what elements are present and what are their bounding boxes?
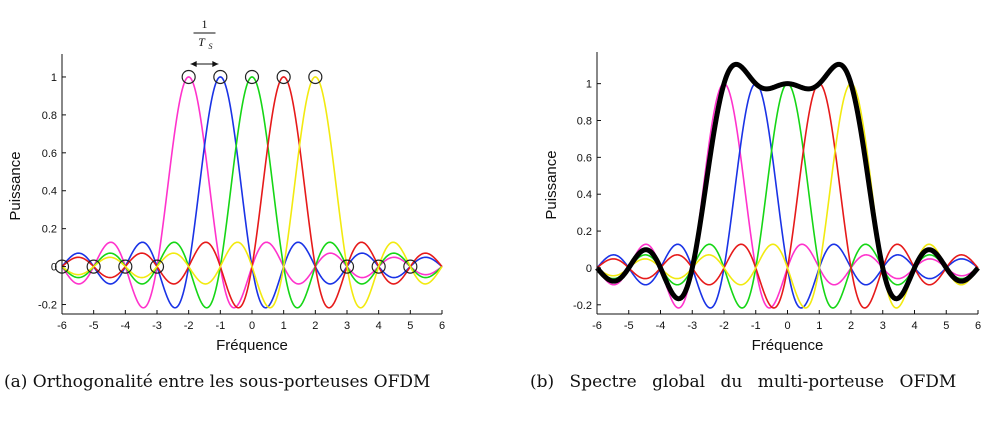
peak-marker xyxy=(276,69,291,85)
chart-a-svg: -6 -5 -4 -3 -2 -1 0 1 2 3 4 5 6 -0.2 0 0.2 0.4 0.6 0.8 1 Fré… xyxy=(7,17,445,354)
fraction-subscript: S xyxy=(209,42,213,51)
x-tick-label: 5 xyxy=(407,320,413,332)
series-line-4 xyxy=(61,76,443,309)
x-tick-label: 4 xyxy=(376,320,382,332)
x-tick-label: 6 xyxy=(975,320,981,332)
series-line-5 xyxy=(595,61,980,302)
zero-marker xyxy=(118,259,133,274)
spacing-arrow-right-head xyxy=(212,60,219,67)
y-axis-label: Puissance xyxy=(7,151,24,220)
y-tick-label: 0.4 xyxy=(42,186,57,198)
x-tick-label: 0 xyxy=(784,320,790,332)
spacing-arrow-left-head xyxy=(190,60,197,67)
y-tick-label: 0.2 xyxy=(577,226,592,238)
zero-marker xyxy=(403,259,418,274)
x-tick-label: -1 xyxy=(751,320,761,332)
x-tick-label: 1 xyxy=(281,320,287,332)
y-tick-label: 0.8 xyxy=(42,110,57,122)
x-tick-label: -4 xyxy=(120,320,130,332)
fraction-numerator: 1 xyxy=(202,17,208,31)
x-tick-label: -1 xyxy=(215,320,225,332)
x-axis-label: Fréquence xyxy=(752,337,824,354)
fraction-denominator: T xyxy=(198,35,206,49)
x-tick-label: 5 xyxy=(943,320,949,332)
x-tick-label: -3 xyxy=(687,320,697,332)
y-tick-label: 1 xyxy=(586,79,592,91)
y-tick-label: 0.4 xyxy=(577,189,592,201)
x-tick-label: 1 xyxy=(816,320,822,332)
peak-marker xyxy=(213,69,228,85)
y-tick-label: 0.8 xyxy=(577,116,592,128)
y-tick-label: -0.2 xyxy=(573,300,592,312)
x-tick-label: 3 xyxy=(344,320,350,332)
x-axis-label: Fréquence xyxy=(216,337,288,354)
x-tick-label: 2 xyxy=(848,320,854,332)
x-tick-label: -3 xyxy=(152,320,162,332)
peak-marker xyxy=(244,69,260,85)
zero-marker xyxy=(149,259,165,274)
x-tick-label: -4 xyxy=(656,320,666,332)
zero-marker xyxy=(339,259,355,274)
y-tick-label: -0.2 xyxy=(38,300,57,312)
x-tick-label: -2 xyxy=(719,320,729,332)
zero-marker xyxy=(371,259,386,274)
peak-marker xyxy=(181,69,196,85)
x-tick-label: 0 xyxy=(249,320,255,332)
y-tick-label: 0.2 xyxy=(42,224,57,236)
zero-marker xyxy=(86,259,101,274)
x-tick-label: -5 xyxy=(89,320,99,332)
x-tick-label: -6 xyxy=(592,320,602,332)
x-tick-label: 2 xyxy=(312,320,318,332)
x-tick-label: -5 xyxy=(624,320,634,332)
y-tick-label: 0 xyxy=(51,262,57,274)
y-tick-label: 0 xyxy=(586,263,592,275)
y-tick-label: 0.6 xyxy=(42,148,57,160)
y-axis-label: Puissance xyxy=(543,150,560,219)
x-tick-label: 3 xyxy=(880,320,886,332)
x-tick-label: 6 xyxy=(439,320,445,332)
x-tick-label: -2 xyxy=(184,320,194,332)
chart-b-svg: -6 -5 -4 -3 -2 -1 0 1 2 3 4 5 6 -0.2 0 0.2 0.4 0.6 0.8 1 Fré… xyxy=(543,52,981,354)
x-tick-label: -6 xyxy=(57,320,67,332)
caption-a: (a) Orthogonalité entre les sous-porteus… xyxy=(4,372,431,392)
x-tick-label: 4 xyxy=(911,320,917,332)
chart-panel-a: -6 -5 -4 -3 -2 -1 0 1 2 3 4 5 6 -0.2 0 0.2 0.4 0.6 0.8 1 Fré… xyxy=(0,0,470,368)
peak-marker xyxy=(308,69,323,85)
y-tick-label: 0.6 xyxy=(577,152,592,164)
caption-b: (b) Spectre global du multi-porteuse OFD… xyxy=(530,372,957,392)
zero-marker xyxy=(54,259,70,274)
chart-panel-b: -6 -5 -4 -3 -2 -1 0 1 2 3 4 5 6 -0.2 0 0.2 0.4 0.6 0.8 1 Fré… xyxy=(520,0,983,368)
y-tick-label: 1 xyxy=(51,72,57,84)
